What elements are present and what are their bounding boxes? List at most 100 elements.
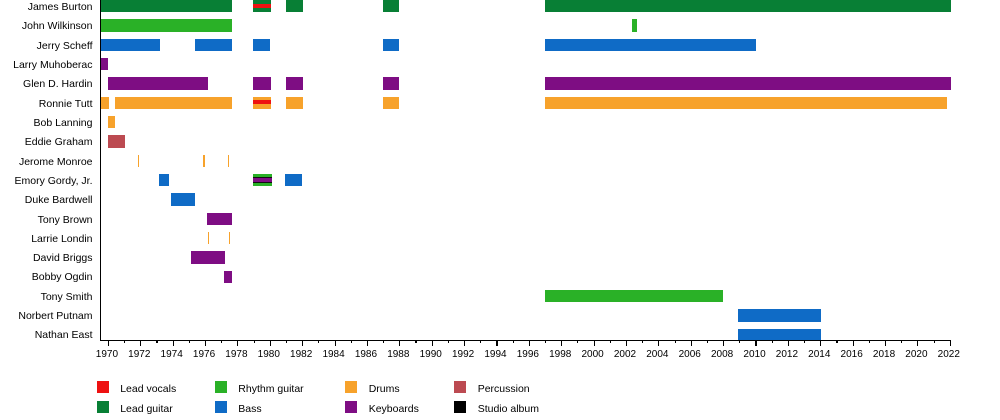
- major-tick: [269, 341, 271, 347]
- legend-label-keyboards: Keyboards: [368, 402, 419, 415]
- member-label: Jerry Scheff: [36, 39, 93, 52]
- timeline-bar-tony-smith-0: [544, 289, 723, 303]
- x-tick-label: 1980: [257, 348, 280, 360]
- x-tick-label: 2016: [840, 348, 863, 360]
- major-tick: [334, 341, 336, 347]
- member-label: Jerome Monroe: [18, 155, 93, 168]
- x-tick-label: 1970: [95, 348, 119, 360]
- timeline-bar-ronnie-tutt-5: [545, 96, 947, 109]
- member-label: Bob Lanning: [33, 116, 93, 129]
- x-tick-label: 1994: [484, 348, 507, 360]
- major-tick: [561, 341, 563, 347]
- x-tick-label: 2010: [743, 348, 766, 360]
- minor-tick: [868, 341, 870, 344]
- minor-tick: [804, 341, 806, 344]
- major-tick: [690, 341, 692, 347]
- minor-tick: [577, 341, 579, 344]
- legend-swatch-bass: [214, 400, 227, 413]
- timeline-bar-ronnie-tutt-4: [382, 96, 400, 109]
- major-tick: [723, 341, 725, 347]
- member-label: Eddie Graham: [24, 136, 93, 149]
- x-tick-label: 1982: [290, 348, 313, 360]
- major-tick: [917, 341, 919, 347]
- timeline-bar-jerome-monroe-2: [227, 154, 230, 167]
- timeline-bar-larrie-londin-0: [207, 231, 210, 245]
- member-label: David Briggs: [32, 252, 93, 265]
- y-axis-line: [99, 0, 102, 342]
- timeline-bar-ronnie-tutt-3: [285, 96, 303, 109]
- member-label: Larrie Londin: [31, 232, 93, 245]
- legend-label-rhythm-guitar: Rhythm guitar: [238, 382, 304, 395]
- member-label: Tony Smith: [40, 290, 93, 303]
- x-tick-label: 2020: [905, 348, 928, 360]
- major-tick: [593, 341, 595, 347]
- legend-swatch-lead-guitar: [96, 400, 109, 413]
- timeline-bar-david-briggs-0: [190, 251, 226, 264]
- legend-swatch-percussion: [454, 380, 467, 393]
- x-tick-label: 1978: [225, 348, 248, 360]
- x-tick-label: 2000: [581, 348, 604, 360]
- x-tick-label: 1988: [387, 348, 410, 360]
- timeline-bar-jerry-scheff-4: [545, 38, 756, 52]
- timeline-bar-jerome-monroe-1: [203, 154, 205, 167]
- minor-tick: [609, 341, 611, 344]
- major-tick: [658, 341, 660, 347]
- timeline-bar-james-burton-1: [252, 0, 271, 13]
- major-tick: [496, 341, 498, 347]
- timeline-bar-ronnie-tutt-0: [101, 96, 110, 109]
- timeline-bar-james-burton-4: [545, 0, 952, 13]
- timeline-bar-emory-gordy-jr-1: [252, 173, 272, 187]
- x-tick-label: 2002: [613, 348, 637, 360]
- timeline-bar-emory-gordy-jr-0: [158, 173, 169, 187]
- x-tick-label: 2004: [646, 348, 669, 360]
- timeline-bar-nathan-east-0: [738, 328, 821, 341]
- timeline-bar-john-wilkinson-0: [101, 19, 232, 32]
- major-tick: [787, 341, 789, 347]
- bar-stripe-lead_vocals: [252, 3, 271, 8]
- major-tick: [464, 341, 466, 347]
- legend-swatch-drums: [345, 380, 358, 393]
- minor-tick: [285, 341, 288, 344]
- major-tick: [399, 341, 401, 347]
- x-tick-label: 1974: [160, 348, 183, 360]
- x-tick-label: 1992: [451, 348, 475, 360]
- minor-tick: [188, 341, 190, 344]
- minor-tick: [771, 341, 773, 344]
- minor-tick: [124, 341, 126, 344]
- legend-label-studio-album: Studio album: [477, 402, 539, 415]
- timeline-bar-larrie-londin-1: [228, 231, 231, 245]
- timeline-bar-jerry-scheff-2: [253, 38, 271, 52]
- minor-tick: [836, 341, 838, 344]
- x-tick-label: 1998: [549, 348, 572, 360]
- major-tick: [431, 341, 433, 347]
- timeline-bar-james-burton-0: [101, 0, 232, 13]
- major-tick: [237, 341, 239, 347]
- member-label: John Wilkinson: [21, 20, 93, 33]
- minor-tick: [739, 341, 741, 344]
- timeline-bar-ronnie-tutt-1: [114, 96, 233, 109]
- major-tick: [852, 341, 854, 347]
- major-tick: [172, 341, 174, 347]
- member-label: Tony Brown: [37, 213, 93, 226]
- major-tick: [366, 341, 368, 347]
- member-label: Norbert Putnam: [18, 310, 93, 323]
- minor-tick: [901, 341, 903, 344]
- x-tick-label: 2018: [872, 348, 896, 360]
- x-tick-label: 2006: [678, 348, 701, 360]
- x-tick-label: 1972: [128, 348, 151, 360]
- timeline-bar-jerry-scheff-1: [195, 38, 233, 52]
- legend-label-lead-guitar: Lead guitar: [120, 402, 173, 415]
- major-tick: [528, 341, 530, 347]
- timeline-bar-emory-gordy-jr-2: [284, 173, 302, 187]
- minor-tick: [674, 341, 676, 344]
- timeline-bar-glen-d-hardin-3: [382, 77, 400, 90]
- timeline-bar-jerome-monroe-0: [137, 154, 139, 167]
- major-tick: [625, 341, 628, 347]
- minor-tick: [350, 341, 352, 344]
- timeline-bar-duke-bardwell-0: [171, 193, 195, 206]
- legend-swatch-keyboards: [345, 400, 358, 413]
- major-tick: [204, 341, 207, 347]
- major-tick: [820, 341, 822, 347]
- major-tick: [949, 341, 951, 347]
